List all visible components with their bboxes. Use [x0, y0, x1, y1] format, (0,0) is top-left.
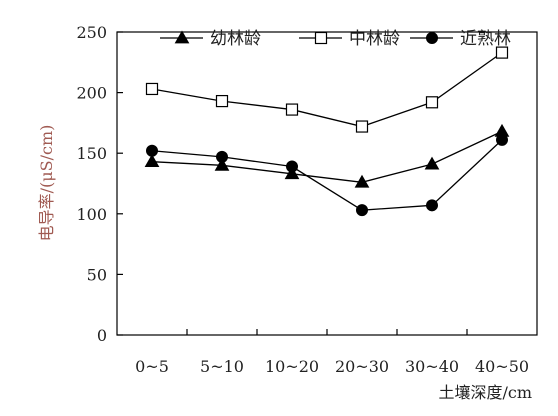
data-point	[355, 120, 369, 133]
data-point	[425, 96, 439, 109]
legend-entry: 中林龄	[299, 29, 400, 49]
data-point	[424, 156, 440, 170]
axes: 0 50 100 150 200 250 0~5 5~10 10~20 20~30 30~40 40~…	[76, 23, 538, 376]
x-tick-label: 10~20	[265, 357, 319, 376]
data-point	[146, 144, 158, 157]
series-1	[144, 123, 510, 188]
data-point	[215, 94, 229, 108]
y-tick-label: 250	[76, 23, 107, 42]
y-tick-label: 50	[87, 265, 107, 284]
x-tick-label: 20~30	[335, 357, 389, 376]
legend-label: 中林龄	[349, 29, 400, 49]
data-point	[426, 199, 438, 212]
data-point	[216, 150, 228, 163]
series-line	[151, 139, 503, 211]
legend-label: 近熟林	[460, 28, 511, 49]
data-point	[496, 133, 508, 146]
y-tick-label: 200	[76, 84, 107, 103]
series-3	[146, 133, 508, 217]
x-tick-label: 30~40	[405, 357, 459, 376]
data-point	[354, 174, 370, 188]
y-tick-label: 150	[76, 144, 107, 163]
data-point	[214, 157, 230, 171]
series-line	[151, 130, 503, 183]
y-tick-label: 100	[76, 205, 107, 224]
data-point	[284, 166, 300, 180]
y-axis-title: 电导率/(μS/cm)	[37, 125, 56, 242]
y-tick-label: 0	[97, 326, 107, 345]
data-point	[286, 160, 298, 173]
legend-entry: 幼林龄	[160, 29, 261, 49]
data-point	[356, 204, 368, 217]
x-tick-label: 0~5	[135, 357, 169, 376]
data-point	[144, 154, 160, 168]
x-tick-label: 40~50	[475, 357, 529, 376]
legend-entry: 近熟林	[410, 28, 511, 49]
data-point	[285, 103, 299, 116]
legend-marker	[174, 30, 190, 44]
plot-area-frame	[116, 31, 538, 336]
legend-marker	[426, 32, 438, 44]
legend: 幼林龄 中林龄 近熟林	[160, 28, 511, 49]
legend-marker	[314, 31, 328, 45]
series-layer	[144, 46, 510, 217]
data-point	[495, 46, 509, 59]
series-2	[145, 46, 509, 133]
data-point	[145, 82, 159, 96]
series-line	[151, 52, 503, 128]
x-tick-label: 5~10	[200, 357, 244, 376]
legend-label: 幼林龄	[210, 29, 261, 49]
x-axis-title: 土壤深度/cm	[438, 383, 532, 402]
